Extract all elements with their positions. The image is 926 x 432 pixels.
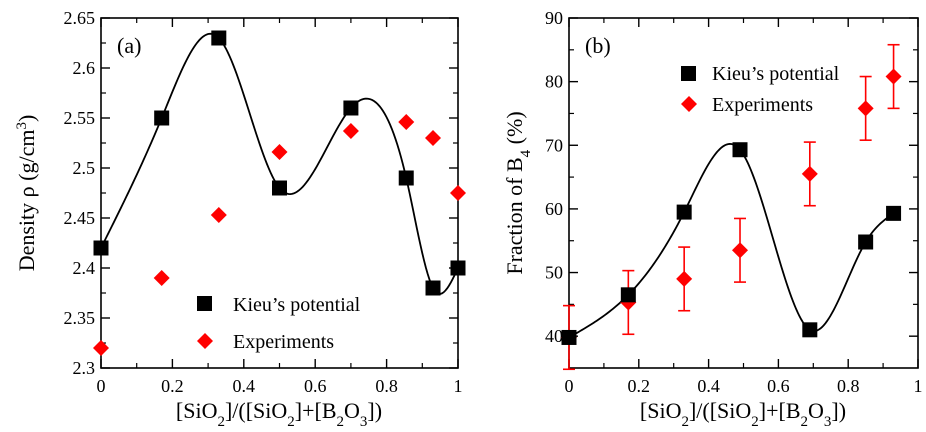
panel-b-experiment-point (801, 165, 818, 182)
panel-a-experiment-point (271, 144, 288, 160)
panel-a-xtick-label: 0.8 (375, 376, 398, 396)
panel-a-ylabel: Density ρ (g/cm3) (14, 115, 39, 272)
panel-a-kieu-point (154, 110, 170, 126)
panel-b-experiment-point (676, 270, 693, 287)
panel-a-ytick-label: 2.45 (64, 208, 96, 228)
panel-b-label: (b) (585, 33, 611, 58)
panel-a-experiment-point (398, 114, 415, 130)
panel-b-legend: Kieu’s potential Experiments (681, 63, 840, 116)
panel-b-kieu-point (732, 142, 748, 158)
panel-a-ytick-label: 2.6 (73, 58, 96, 78)
panel-b-legend-experiments: Experiments (712, 94, 813, 116)
panel-a-ytick-label: 2.5 (73, 158, 96, 178)
panel-b-kieu-point (802, 322, 818, 338)
panel-a-experiment-point (450, 185, 466, 201)
panel-b-legend-kieu: Kieu’s potential (712, 63, 840, 85)
panel-b-xtick-label: 0.8 (837, 376, 860, 396)
panel-a-legend-experiments: Experiments (233, 331, 334, 353)
panel-b-ytick-label: 70 (545, 135, 563, 155)
panel-a-kieu-point (398, 170, 414, 186)
panel-a-xtick-label: 0.4 (233, 376, 256, 396)
panel-a-experiment-point (342, 123, 359, 139)
panel-b-kieu-point (858, 234, 874, 250)
panel-a-ytick-label: 2.4 (73, 258, 96, 278)
panel-a-kieu-point (211, 30, 227, 46)
panel-a-experiment-point (153, 270, 170, 286)
panel-a-chart: (a) [SiO2]/([SiO2]+[B2O3]) Density ρ (g/… (14, 8, 466, 430)
panel-b-legend-square-marker (681, 66, 696, 81)
panel-b-ylabel: Fraction of B4 (%) (502, 111, 534, 274)
panel-a-experiment-point (425, 130, 442, 146)
panel-a-xtick-label: 0 (97, 376, 106, 396)
panel-b-experiment-point (857, 100, 874, 117)
panel-a-ytick-label: 2.55 (64, 108, 96, 128)
panel-a-ytick-label: 2.65 (64, 8, 96, 28)
panel-a-experiment-point (210, 207, 227, 223)
panel-a-kieu-point (343, 100, 359, 116)
panel-a-xtick-label: 0.2 (161, 376, 184, 396)
panel-b-ytick-label: 80 (545, 72, 563, 92)
panel-a-legend: Kieu’s potential Experiments (197, 294, 361, 353)
panel-a-xlabel: [SiO2]/([SiO2]+[B2O3]) (176, 398, 382, 430)
panel-a-kieu-point (272, 180, 287, 196)
panel-a-fit-curve (100, 32, 459, 295)
panel-a-kieu-point (450, 260, 466, 276)
panel-b-fit-curve (568, 143, 895, 339)
panel-a-ytick-label: 2.35 (64, 308, 96, 328)
panel-a-legend-square-marker (197, 296, 212, 311)
panel-b-xtick-label: 0.4 (697, 376, 720, 396)
panel-b-experiment-point (885, 68, 902, 85)
panel-a-experiment-point (93, 340, 109, 356)
panel-a-xtick-label: 1 (454, 376, 463, 396)
panel-b-chart: (b) [SiO2]/([SiO2]+[B2O3]) Fraction of B… (502, 8, 923, 430)
panel-a-kieu-point (425, 280, 441, 296)
panel-b-kieu-point (886, 205, 902, 221)
panel-a-ytick-label: 2.3 (73, 358, 96, 378)
panel-b-ytick-label: 50 (545, 263, 563, 283)
panel-b-kieu-point (676, 204, 692, 220)
panel-b-experiment-point (732, 242, 749, 259)
panel-a-xtick-label: 0.6 (304, 376, 327, 396)
panel-b-xtick-label: 0 (565, 376, 574, 396)
panel-b-ytick-label: 60 (545, 199, 563, 219)
panel-b-kieu-point (561, 329, 577, 345)
panel-b-xlabel: [SiO2]/([SiO2]+[B2O3]) (640, 398, 846, 430)
panel-a-legend-diamond-marker (197, 333, 213, 349)
panel-b-xtick-label: 0.6 (767, 376, 790, 396)
panel-b-legend-diamond-marker (681, 96, 697, 112)
panel-b-kieu-point (620, 287, 636, 303)
panel-b-ytick-label: 40 (545, 326, 563, 346)
panel-b-ytick-label: 90 (545, 8, 563, 28)
panel-a-label: (a) (117, 33, 141, 58)
panel-a-kieu-point (93, 240, 109, 256)
panel-a-legend-kieu: Kieu’s potential (233, 294, 361, 316)
panel-b-xtick-label: 0.2 (628, 376, 651, 396)
panel-b-xtick-label: 1 (914, 376, 923, 396)
